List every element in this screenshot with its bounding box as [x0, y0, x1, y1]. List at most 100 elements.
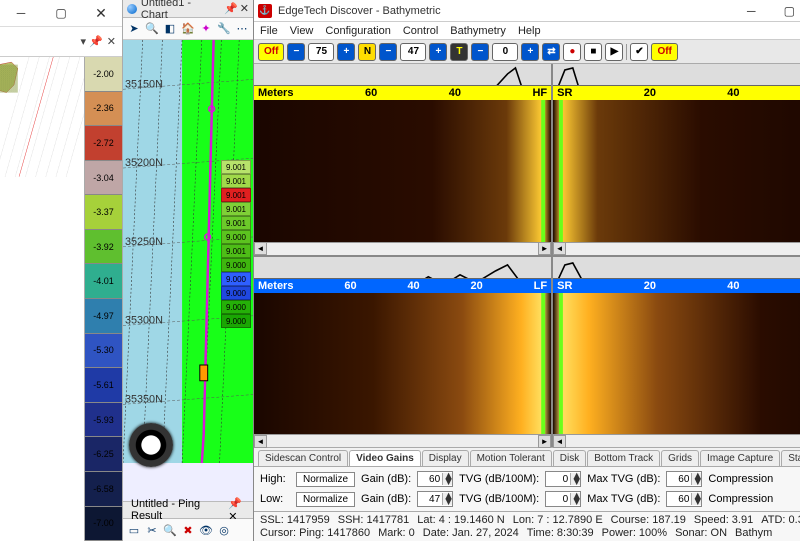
- high-normalize-button[interactable]: Normalize: [296, 472, 355, 487]
- check-button[interactable]: ✔: [630, 43, 648, 61]
- play-button[interactable]: ▶: [605, 43, 623, 61]
- off-button-2[interactable]: Off: [651, 43, 677, 61]
- left-dock-header: ▾ 📌 ✕: [0, 27, 122, 57]
- minimize-button[interactable]: ─: [2, 2, 40, 24]
- tab-motion-tolerant[interactable]: Motion Tolerant: [470, 450, 552, 466]
- range1-value: 75: [308, 43, 334, 61]
- sonar-grid: Meters 60 40 HF ◄► SR 20 40: [254, 64, 800, 447]
- menu-help[interactable]: Help: [518, 25, 541, 37]
- tab-grids[interactable]: Grids: [661, 450, 699, 466]
- tool-cross-icon[interactable]: ✖: [180, 522, 196, 538]
- range3-minus-button[interactable]: −: [471, 43, 489, 61]
- depth-label: 9.000: [221, 314, 251, 328]
- edgetech-toolbar: Off − 75 + N − 47 + T − 0 + ⇄ ● ■ ▶ ✔ Of…: [254, 40, 800, 64]
- low-maxtvg-input[interactable]: ▲▼: [666, 491, 702, 507]
- scrollbar-sr-bot[interactable]: ◄►: [553, 434, 800, 447]
- tool-target-icon[interactable]: ◎: [216, 522, 232, 538]
- tab-sidescan-control[interactable]: Sidescan Control: [258, 450, 348, 466]
- tool-more-icon[interactable]: ⋯: [234, 21, 250, 37]
- sonar-image-sr-top[interactable]: [553, 100, 800, 242]
- low-gain-input[interactable]: ▲▼: [417, 491, 453, 507]
- menu-control[interactable]: Control: [403, 25, 438, 37]
- compass-icon[interactable]: N: [129, 423, 173, 467]
- tool-home-icon[interactable]: 🏠: [180, 21, 196, 37]
- close-icon[interactable]: ✕: [240, 2, 249, 15]
- tool-layers-icon[interactable]: ◧: [162, 21, 178, 37]
- high-tvg-input[interactable]: ▲▼: [545, 471, 581, 487]
- maximize-button[interactable]: ▢: [770, 0, 800, 22]
- tool-measure-icon[interactable]: ✦: [198, 21, 214, 37]
- edgetech-logo-icon: ⚓: [258, 4, 272, 18]
- range1-minus-button[interactable]: −: [287, 43, 305, 61]
- sonar-image-sr-bot[interactable]: [553, 293, 800, 435]
- stop-button[interactable]: ■: [584, 43, 602, 61]
- low-normalize-button[interactable]: Normalize: [296, 492, 355, 507]
- tool-box-icon[interactable]: ▭: [126, 522, 142, 538]
- svg-text:35150N: 35150N: [125, 78, 163, 90]
- close-panel-icon[interactable]: ✕: [107, 35, 116, 48]
- close-button[interactable]: ✕: [82, 2, 120, 24]
- depth-scale-cell: -5.61: [85, 368, 122, 403]
- depth-scale-cell: -5.30: [85, 334, 122, 369]
- menu-bathymetry[interactable]: Bathymetry: [450, 25, 506, 37]
- tool-zoom-icon[interactable]: 🔍: [162, 522, 178, 538]
- swap-button[interactable]: ⇄: [542, 43, 560, 61]
- high-maxtvg-input[interactable]: ▲▼: [666, 471, 702, 487]
- tab-status[interactable]: Status: [781, 450, 800, 466]
- tab-video-gains[interactable]: Video Gains: [349, 450, 421, 466]
- svg-text:35350N: 35350N: [125, 393, 163, 405]
- tool-zoom-icon[interactable]: 🔍: [144, 21, 160, 37]
- depth-scale-cell: -6.58: [85, 472, 122, 507]
- minimize-button[interactable]: ─: [732, 0, 770, 22]
- range2-value: 47: [400, 43, 426, 61]
- depth-label: 9.000: [221, 230, 251, 244]
- tool-scissors-icon[interactable]: ✂: [144, 522, 160, 538]
- status-speed: Speed: 3.91: [694, 514, 753, 526]
- range3-plus-button[interactable]: +: [521, 43, 539, 61]
- chart-map-view[interactable]: 35150N 35200N 35250N 35300N 35350N 9.001…: [123, 40, 253, 501]
- depth-scale-cell: -3.37: [85, 195, 122, 230]
- t-button[interactable]: T: [450, 43, 468, 61]
- center-chart-panel: Untitled1 - Chart 📌 ✕ ➤ 🔍 ◧ 🏠 ✦ 🔧 ⋯: [123, 0, 253, 541]
- depth-scale-cell: -3.04: [85, 161, 122, 196]
- low-tvg-input[interactable]: ▲▼: [545, 491, 581, 507]
- pin-icon[interactable]: 📌: [224, 2, 238, 15]
- depth-label: 9.001: [221, 188, 251, 202]
- tab-display[interactable]: Display: [422, 450, 469, 466]
- tool-settings-icon[interactable]: 🔧: [216, 21, 232, 37]
- maximize-button[interactable]: ▢: [42, 2, 80, 24]
- depth-label: 9.000: [221, 258, 251, 272]
- depth-scale-cell: -2.36: [85, 92, 122, 127]
- scrollbar-sr-top[interactable]: ◄►: [553, 242, 800, 255]
- range2-minus-button[interactable]: −: [379, 43, 397, 61]
- status-atd: ATD: 0.31: [761, 514, 800, 526]
- scrollbar-hf[interactable]: ◄►: [254, 242, 551, 255]
- tool-eye-icon[interactable]: 👁: [198, 522, 214, 538]
- scrollbar-lf[interactable]: ◄►: [254, 434, 551, 447]
- depth-label-column: 9.0019.0019.0019.0019.0019.0009.0019.000…: [221, 160, 251, 328]
- tab-disk[interactable]: Disk: [553, 450, 586, 466]
- sonar-panel-lf: Meters 60 40 20 LF ◄►: [254, 257, 551, 448]
- range2-plus-button[interactable]: +: [429, 43, 447, 61]
- off-button[interactable]: Off: [258, 43, 284, 61]
- svg-text:35300N: 35300N: [125, 315, 163, 327]
- tab-bottom-track[interactable]: Bottom Track: [587, 450, 660, 466]
- sonar-image-hf[interactable]: [254, 100, 551, 242]
- tab-image-capture[interactable]: Image Capture: [700, 450, 780, 466]
- globe-icon: [127, 4, 137, 14]
- menu-configuration[interactable]: Configuration: [325, 25, 390, 37]
- menu-view[interactable]: View: [290, 25, 314, 37]
- depth-scale-cell: -4.97: [85, 299, 122, 334]
- waveform-sr-top: [553, 64, 800, 86]
- high-gain-input[interactable]: ▲▼: [417, 471, 453, 487]
- range1-plus-button[interactable]: +: [337, 43, 355, 61]
- pin-icon[interactable]: ▾ 📌: [81, 35, 103, 48]
- menu-file[interactable]: File: [260, 25, 278, 37]
- record-button[interactable]: ●: [563, 43, 581, 61]
- nav-button[interactable]: N: [358, 43, 376, 61]
- status-ssl: SSL: 1417959: [260, 514, 330, 526]
- sonar-image-lf[interactable]: [254, 293, 551, 435]
- tool-pointer-icon[interactable]: ➤: [126, 21, 142, 37]
- status-bathy: Bathym: [735, 527, 772, 539]
- survey-chart-canvas[interactable]: [0, 57, 84, 541]
